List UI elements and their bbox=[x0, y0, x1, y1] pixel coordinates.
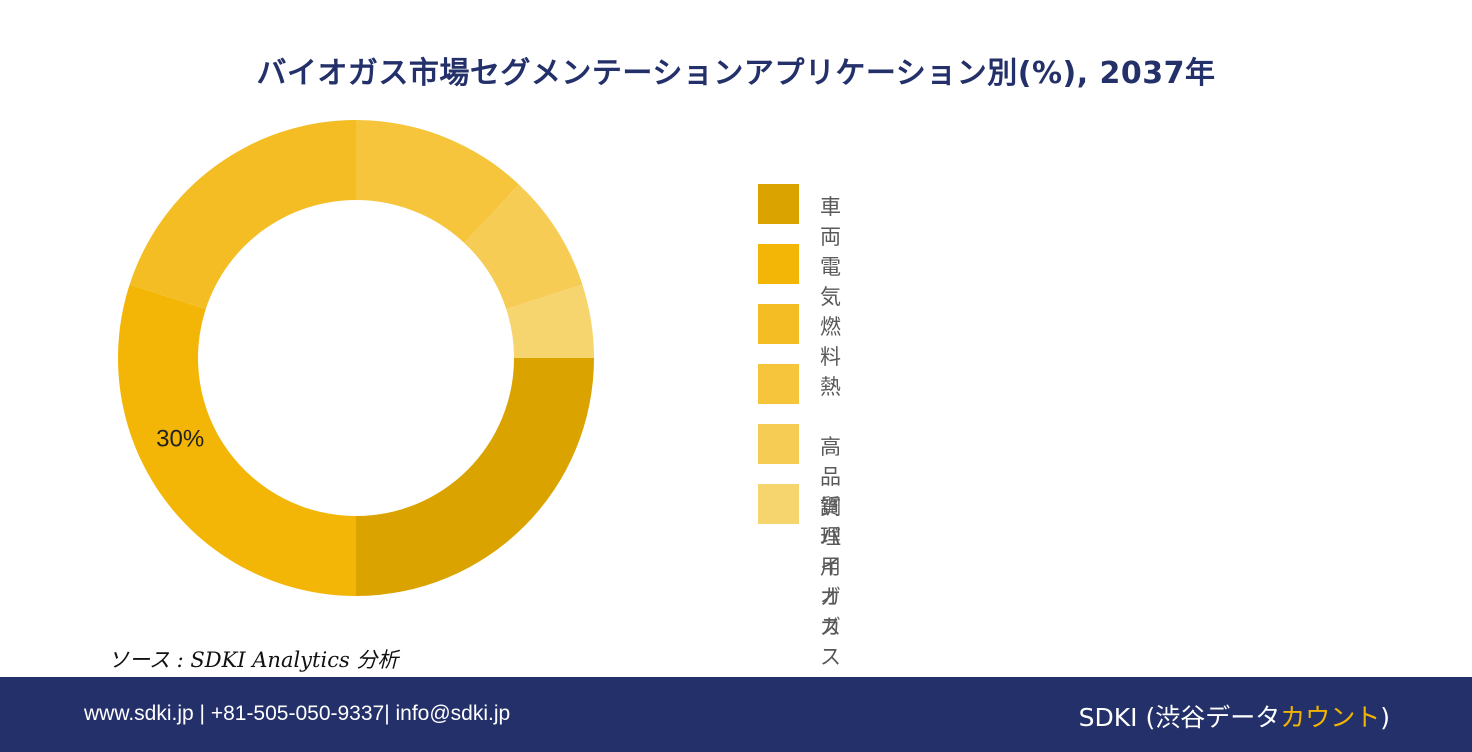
donut-slice-fuel bbox=[129, 120, 356, 310]
donut-slice-vehicle bbox=[356, 358, 594, 596]
brand-accent: カウント bbox=[1280, 703, 1381, 732]
brand-close: ) bbox=[1380, 703, 1390, 732]
donut-slice-heat bbox=[356, 120, 519, 243]
donut-slice-high-quality-biogas bbox=[464, 184, 583, 310]
footer-bar: www.sdki.jp | +81-505-050-9337| info@sdk… bbox=[0, 677, 1472, 752]
data-label-electricity: 30% bbox=[156, 425, 204, 452]
legend-label-cooking-gas: 調理用ガス bbox=[820, 495, 841, 639]
legend-swatch-cooking-gas bbox=[758, 484, 799, 524]
legend-label-heat: 熱 bbox=[820, 375, 841, 399]
chart-title: バイオガス市場セグメンテーションアプリケーション別(%), 2037年 bbox=[256, 56, 1216, 91]
legend-swatch-electricity bbox=[758, 244, 799, 284]
legend-label-vehicle: 車両 bbox=[820, 195, 841, 249]
legend-swatch-high-quality-biogas bbox=[758, 424, 799, 464]
donut-slice-cooking-gas bbox=[506, 284, 594, 358]
legend-label-electricity: 電気 bbox=[820, 255, 841, 309]
legend-swatch-vehicle bbox=[758, 184, 799, 224]
donut-slice-electricity bbox=[117, 284, 356, 596]
legend-swatch-heat bbox=[758, 364, 799, 404]
legend-label-high-quality-biogas: 高品質バイオガス bbox=[820, 435, 841, 669]
brand-logo: SDKI (渋谷データカウント) bbox=[1079, 698, 1390, 734]
brand-main: SDKI (渋谷データ bbox=[1078, 703, 1281, 732]
legend-swatch-fuel bbox=[758, 304, 799, 344]
legend-label-fuel: 燃料 bbox=[820, 315, 841, 369]
footer-contact[interactable]: www.sdki.jp | +81-505-050-9337| info@sdk… bbox=[84, 702, 511, 725]
source-note: ソース : SDKI Analytics 分析 bbox=[108, 648, 399, 672]
donut-chart: 30% bbox=[117, 120, 594, 596]
